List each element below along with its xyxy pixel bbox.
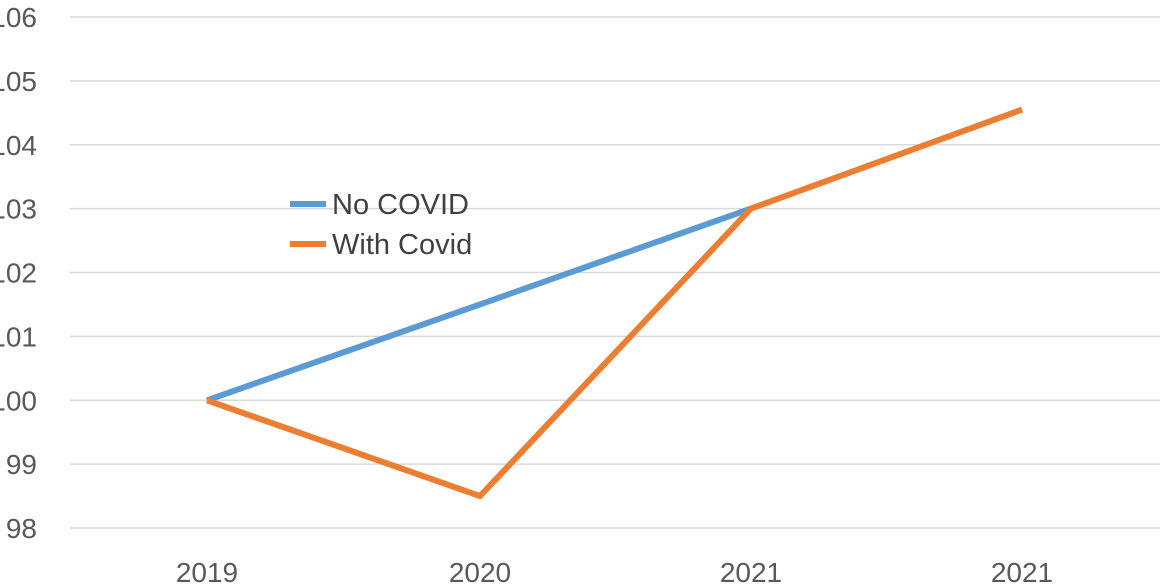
gridlines bbox=[70, 16, 1160, 529]
y-tick-label: 102 bbox=[0, 258, 37, 289]
legend: No COVID With Covid bbox=[290, 189, 472, 261]
y-tick-label: 101 bbox=[0, 321, 37, 352]
x-tick-label: 2020 bbox=[449, 557, 511, 588]
x-tick-label: 2019 bbox=[176, 557, 238, 588]
legend-label-no-covid: No COVID bbox=[332, 189, 469, 221]
y-tick-label: 99 bbox=[6, 449, 37, 480]
y-tick-label: 106 bbox=[0, 2, 37, 33]
y-tick-label: 100 bbox=[0, 385, 37, 416]
x-tick-label: 2021 bbox=[720, 557, 782, 588]
x-axis: 2019 2020 2021 2021 bbox=[176, 557, 1053, 588]
y-axis: 98 99 100 101 102 103 104 105 106 bbox=[0, 2, 37, 544]
y-tick-label: 103 bbox=[0, 194, 37, 225]
series-line-with-covid bbox=[206, 106, 1024, 500]
y-tick-label: 104 bbox=[0, 130, 37, 161]
legend-item-no-covid: No COVID bbox=[290, 189, 469, 221]
legend-item-with-covid: With Covid bbox=[290, 229, 472, 261]
legend-label-with-covid: With Covid bbox=[332, 229, 472, 261]
series-line-no-covid bbox=[206, 205, 752, 404]
y-tick-label: 98 bbox=[6, 513, 37, 544]
y-tick-label: 105 bbox=[0, 66, 37, 97]
series-group bbox=[206, 106, 1024, 500]
x-tick-label: 2021 bbox=[991, 557, 1053, 588]
